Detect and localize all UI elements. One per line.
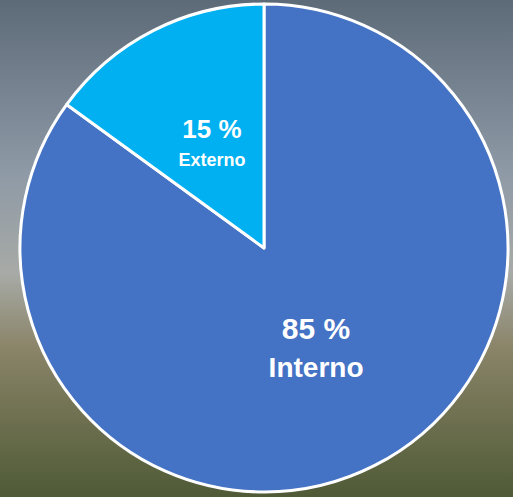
category-label: Interno (269, 352, 364, 383)
chart: 85 % Interno 15 % Externo (0, 0, 513, 497)
background (0, 0, 513, 497)
pie-slice (67, 4, 264, 248)
pie-slice (20, 4, 508, 492)
pie (20, 4, 508, 492)
data-label: 85 % (282, 312, 350, 345)
labels: 85 % Interno 15 % Externo (178, 114, 363, 383)
data-label: 15 % (182, 114, 241, 144)
category-label: Externo (178, 150, 245, 170)
